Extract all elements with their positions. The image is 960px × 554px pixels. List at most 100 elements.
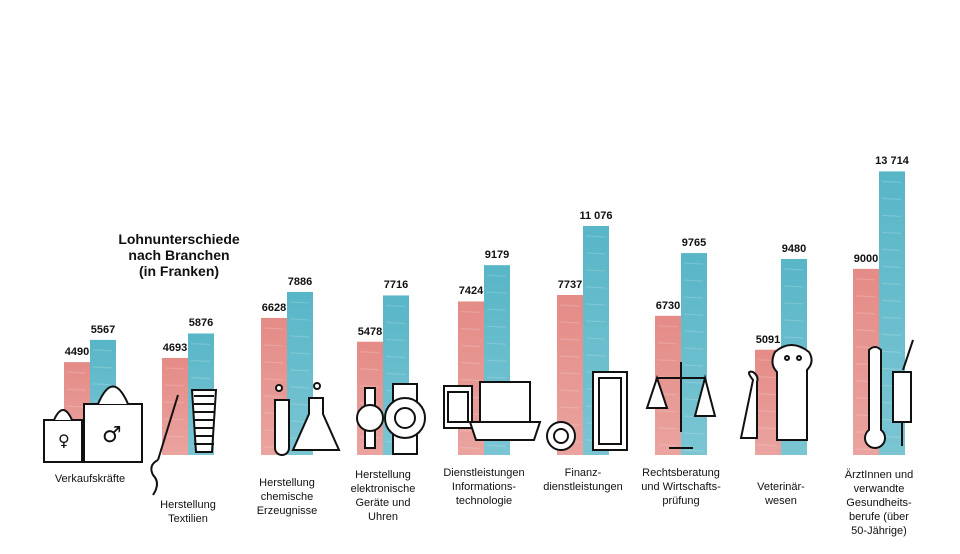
bar-texture: [559, 321, 580, 324]
bar-texture: [486, 291, 507, 294]
svg-text:♀: ♀: [58, 431, 70, 450]
bar-texture: [657, 342, 678, 345]
bar-texture: [460, 310, 481, 314]
bar-texture: [881, 299, 902, 302]
value-label: 6730: [655, 299, 681, 312]
bar-texture: [881, 367, 902, 370]
bar-texture: [486, 325, 507, 328]
bar-texture: [460, 344, 481, 348]
lab-flasks-icon: [274, 382, 341, 456]
bar-texture: [657, 359, 678, 362]
bar-texture: [486, 274, 507, 277]
value-label: 5478: [357, 325, 383, 338]
bar-texture: [359, 385, 380, 388]
value-label: 4490: [64, 346, 90, 359]
bar-texture: [783, 285, 804, 288]
bar-texture: [683, 347, 704, 350]
bar-texture: [164, 435, 185, 438]
category-label: Veterinär- wesen: [757, 481, 805, 507]
thermometer-syringe-icon: [864, 339, 914, 449]
value-label: 7737: [557, 278, 583, 291]
bar-texture: [855, 312, 876, 315]
bar-texture: [92, 383, 113, 386]
bar-texture: [66, 371, 87, 374]
value-label: 9480: [781, 242, 807, 255]
bar-texture: [164, 418, 185, 421]
bar-texture: [657, 444, 678, 447]
bar-texture: [66, 388, 87, 391]
bar-texture: [757, 410, 778, 413]
bar-texture: [289, 352, 310, 355]
bar-texture: [486, 444, 507, 447]
cat-dog-icon: [739, 344, 813, 441]
bar-texture: [683, 432, 704, 435]
bar-texture: [190, 376, 211, 380]
bar-texture: [164, 367, 185, 370]
bar-texture: [190, 342, 211, 346]
scales-of-justice-icon: [645, 362, 717, 449]
bar-texture: [881, 282, 902, 285]
value-label: 6628: [261, 301, 287, 314]
bar-texture: [289, 403, 310, 406]
bar-texture: [460, 361, 481, 365]
bar-texture: [855, 278, 876, 281]
bar-texture: [881, 231, 902, 234]
bar-texture: [881, 197, 902, 200]
bar-texture: [385, 355, 406, 359]
bar-texture: [385, 304, 406, 308]
bar-texture: [585, 269, 606, 272]
bar-texture: [783, 302, 804, 305]
bar-texture: [164, 401, 185, 404]
bar-texture: [460, 327, 481, 331]
bar-texture: [783, 319, 804, 322]
bar-texture: [683, 381, 704, 384]
bar-texture: [460, 378, 481, 382]
bar-texture: [385, 338, 406, 342]
bar-texture: [683, 313, 704, 316]
bar-texture: [486, 342, 507, 345]
bar-texture: [289, 335, 310, 338]
bar-texture: [263, 378, 284, 381]
value-label: 9765: [681, 237, 707, 250]
category-label: Herstellung elektronische Geräte und Uhr…: [350, 469, 416, 523]
bar-texture: [263, 327, 284, 330]
bar-texture: [486, 376, 507, 379]
bar-texture: [190, 359, 211, 363]
bar-texture: [585, 354, 606, 357]
bar-texture: [855, 329, 876, 332]
bar-texture: [881, 248, 902, 251]
bar-texture: [783, 268, 804, 271]
shopping-bags-icon: ♀ ♂: [43, 385, 143, 463]
category-label: Herstellung chemische Erzeugnisse: [256, 477, 318, 517]
value-label: 9000: [853, 252, 879, 265]
bar-texture: [263, 344, 284, 347]
banknotes-coin-icon: [546, 371, 628, 451]
bar-texture: [92, 349, 113, 352]
value-label: 5876: [188, 317, 214, 330]
bar-texture: [881, 265, 902, 268]
bar-texture: [855, 295, 876, 298]
bar-texture: [683, 364, 704, 367]
bar-b-7: [681, 253, 707, 455]
bar-texture: [757, 427, 778, 430]
value-label: 7424: [458, 285, 484, 298]
value-label: 13 714: [875, 155, 909, 168]
bar-texture: [757, 444, 778, 447]
bar-texture: [657, 325, 678, 328]
bar-texture: [359, 368, 380, 371]
bar-texture: [486, 308, 507, 311]
bar-texture: [559, 389, 580, 392]
value-label: 5091: [755, 333, 781, 346]
bar-texture: [559, 338, 580, 341]
bar-texture: [585, 303, 606, 306]
value-label: 7886: [287, 275, 313, 288]
bar-texture: [881, 316, 902, 319]
bar-texture: [783, 336, 804, 339]
bar-texture: [289, 386, 310, 389]
bar-texture: [657, 410, 678, 413]
bar-texture: [359, 351, 380, 354]
bar-texture: [385, 321, 406, 325]
bar-texture: [263, 361, 284, 364]
